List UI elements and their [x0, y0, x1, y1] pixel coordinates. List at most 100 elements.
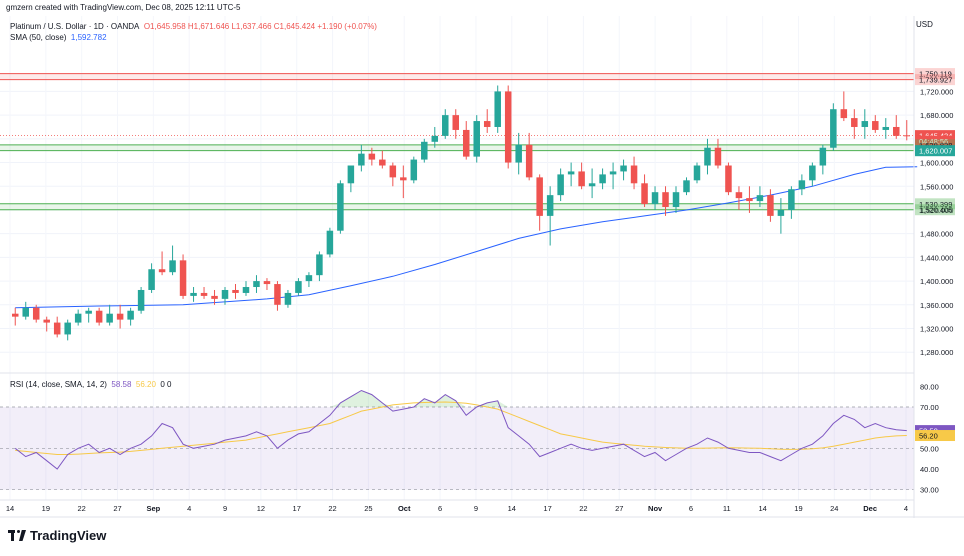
- candle-body: [106, 313, 113, 323]
- last-price-badge-bg: [915, 130, 955, 142]
- candle-body: [95, 310, 103, 323]
- candle-body: [630, 165, 638, 184]
- candle: [714, 138, 722, 169]
- candle: [305, 272, 313, 288]
- candle: [379, 150, 386, 169]
- price-tick-label: 1,560.000: [920, 182, 953, 191]
- candle-body: [326, 230, 334, 255]
- price-tick-label: 1,680.000: [920, 111, 953, 120]
- candle-body: [368, 153, 376, 160]
- candle: [599, 168, 606, 190]
- candle-body: [211, 295, 218, 299]
- resistance-badge-text: 1,750.119: [919, 70, 952, 79]
- candle: [494, 85, 501, 133]
- candle: [53, 316, 61, 338]
- sma-badge-bg: [915, 145, 955, 157]
- candle-body: [882, 126, 890, 130]
- rsi-line: [14, 389, 907, 470]
- candle-body: [777, 209, 785, 216]
- tradingview-logo[interactable]: TradingView: [8, 528, 106, 543]
- candle-body: [190, 292, 197, 296]
- rsi-tick-label: 70.00: [920, 403, 939, 412]
- candle-body: [735, 192, 743, 199]
- candle-body: [567, 171, 575, 175]
- candle: [735, 186, 743, 210]
- time-tick-label: 27: [615, 504, 623, 513]
- candle-body: [840, 109, 848, 119]
- candle-body: [43, 319, 50, 323]
- candle: [179, 254, 187, 299]
- candle-body: [851, 118, 858, 127]
- candle-body: [473, 121, 480, 157]
- candle-body: [515, 144, 522, 163]
- candle: [95, 307, 103, 326]
- candle: [389, 162, 397, 187]
- candle: [148, 263, 155, 293]
- resistance-badge: 1,739.927: [915, 74, 955, 86]
- candle: [11, 307, 19, 326]
- candle: [106, 304, 113, 326]
- open-value: O1,645.958: [143, 22, 186, 31]
- candle-body: [242, 287, 250, 293]
- support-badge-bg: [915, 204, 955, 216]
- candle-body: [861, 121, 869, 127]
- candle: [221, 287, 229, 305]
- candle: [295, 278, 302, 296]
- resistance-zone: [0, 73, 914, 80]
- candle-body: [284, 292, 292, 305]
- candle-body: [546, 195, 554, 216]
- time-tick-label: 12: [257, 504, 265, 513]
- close-value: C1,645.424: [273, 22, 316, 31]
- candle: [861, 109, 869, 139]
- time-tick-label: 24: [830, 504, 838, 513]
- rsi-ma-badge-text: 56.20: [919, 432, 938, 441]
- candle-body: [788, 189, 795, 210]
- sma-label[interactable]: SMA (50, close): [10, 33, 67, 42]
- credit-text: gmzern created with TradingView.com, Dec…: [6, 3, 241, 12]
- candle-body: [263, 281, 271, 285]
- price-tick-label: 1,400.000: [920, 277, 953, 286]
- candle-body: [704, 147, 711, 166]
- candle: [43, 316, 50, 332]
- candle-body: [651, 192, 659, 205]
- symbol-name[interactable]: Platinum / U.S. Dollar · 1D · OANDA: [10, 22, 140, 31]
- candle: [746, 186, 753, 213]
- candle: [704, 138, 711, 175]
- candle-body: [431, 135, 439, 142]
- sma-badge: 1,620.007: [915, 145, 955, 157]
- candle: [903, 120, 911, 141]
- candle: [253, 275, 260, 293]
- price-labels: 58.5856.201,750.1191,739.9271,645.42404:…: [915, 68, 955, 442]
- sma-line: [15, 166, 918, 309]
- rsi-label[interactable]: RSI (14, close, SMA, 14, 2): [10, 380, 107, 389]
- candle-body: [389, 165, 397, 178]
- candle: [777, 198, 785, 234]
- candle: [830, 103, 837, 151]
- candle: [284, 289, 292, 308]
- candle-body: [410, 159, 418, 181]
- candle: [274, 281, 281, 311]
- candle: [410, 156, 418, 184]
- support-badge-bg: [915, 139, 955, 151]
- time-tick-label: Sep: [146, 504, 160, 513]
- candle-body: [746, 198, 753, 202]
- candle-body: [452, 115, 460, 130]
- time-tick-label: 14: [508, 504, 516, 513]
- candle: [798, 174, 806, 196]
- candle: [137, 287, 145, 314]
- candle: [609, 162, 617, 190]
- currency-label[interactable]: USD: [916, 20, 933, 29]
- countdown-badge-text: 04:48:56: [919, 137, 948, 146]
- price-tick-label: 1,440.000: [920, 253, 953, 262]
- candle-body: [169, 260, 176, 273]
- price-tick-label: 1,520.000: [920, 206, 953, 215]
- candle: [557, 168, 564, 202]
- candle-body: [400, 177, 407, 181]
- candle-body: [232, 289, 239, 293]
- time-tick-label: 19: [42, 504, 50, 513]
- candle-body: [809, 165, 816, 181]
- candle: [211, 289, 218, 305]
- rsi-area: [0, 389, 914, 491]
- time-tick-label: Dec: [863, 504, 877, 513]
